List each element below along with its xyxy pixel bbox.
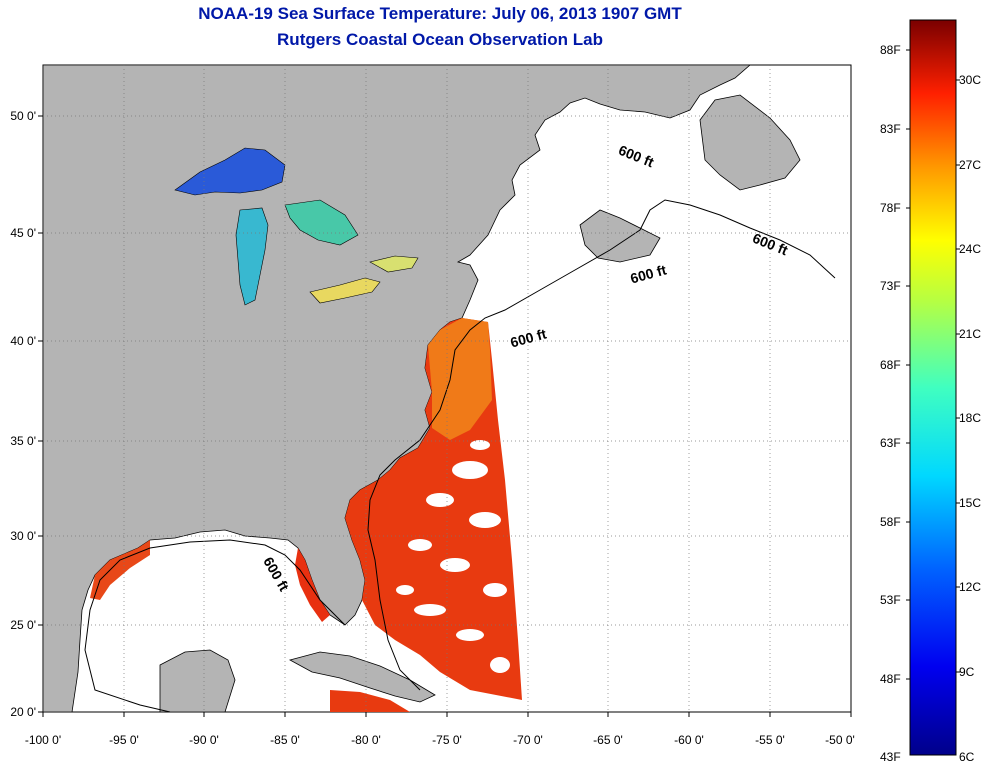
lon-label: -75 0' [432, 733, 462, 747]
colorbar-c-label: 12C [959, 580, 982, 594]
colorbar-f-label: 68F [880, 358, 901, 372]
colorbar-c-label: 30C [959, 73, 982, 87]
colorbar-f-label: 58F [880, 515, 901, 529]
lon-label: -100 0' [24, 733, 62, 747]
lake-michigan [235, 207, 269, 306]
lat-label: 25 0' [10, 618, 36, 632]
colorbar-f-label: 73F [880, 279, 901, 293]
colorbar-ticks [906, 49, 960, 680]
colorbar-f-label: 78F [880, 201, 901, 215]
lat-label: 30 0' [10, 529, 36, 543]
lat-label: 35 0' [10, 434, 36, 448]
lon-label: -85 0' [270, 733, 300, 747]
contour-600ft [84, 199, 836, 712]
colorbar-c-label: 27C [959, 158, 982, 172]
lat-label: 45 0' [10, 226, 36, 240]
lon-label: -95 0' [109, 733, 139, 747]
lon-label: -90 0' [189, 733, 219, 747]
colorbar-c-label: 24C [959, 242, 982, 256]
lake-erie [309, 277, 381, 304]
colorbar-f-label: 53F [880, 593, 901, 607]
colorbar-c-label: 15C [959, 496, 982, 510]
lon-label: -80 0' [351, 733, 381, 747]
sst-gulf-florida [295, 548, 330, 622]
colorbar-f-label: 43F [880, 750, 901, 764]
lake-superior [174, 147, 286, 196]
land-newfoundland [699, 94, 801, 191]
map-subtitle: Rutgers Coastal Ocean Observation Lab [277, 30, 603, 49]
colorbar-f-label: 83F [880, 122, 901, 136]
colorbar-f-label: 88F [880, 43, 901, 57]
lon-label: -50 0' [825, 733, 855, 747]
colorbar-f-label: 63F [880, 436, 901, 450]
colorbar-c-label: 9C [959, 665, 975, 679]
colorbar-c-label: 18C [959, 411, 982, 425]
lat-label: 40 0' [10, 334, 36, 348]
colorbar-c-label: 6C [959, 750, 975, 764]
lat-label: 50 0' [10, 109, 36, 123]
cloud-patches [396, 440, 510, 673]
land-nova-scotia [579, 209, 661, 263]
lake-huron [284, 199, 359, 246]
lon-label: -70 0' [513, 733, 543, 747]
lat-label: 20 0' [10, 705, 36, 719]
axis-ticks [38, 115, 852, 717]
sst-swath-north [428, 318, 492, 440]
lon-label: -60 0' [674, 733, 704, 747]
sst-gulf-west [90, 540, 150, 600]
sst-caribbean [330, 690, 410, 712]
lon-label: -55 0' [755, 733, 785, 747]
land-cuba [288, 651, 436, 703]
graticule [43, 65, 851, 712]
land-yucatan [159, 649, 236, 712]
map-title: NOAA-19 Sea Surface Temperature: July 06… [198, 4, 682, 23]
colorbar [909, 19, 957, 756]
lake-ontario [369, 255, 419, 273]
colorbar-c-label: 21C [959, 327, 982, 341]
colorbar-f-label: 48F [880, 672, 901, 686]
lon-label: -65 0' [593, 733, 623, 747]
